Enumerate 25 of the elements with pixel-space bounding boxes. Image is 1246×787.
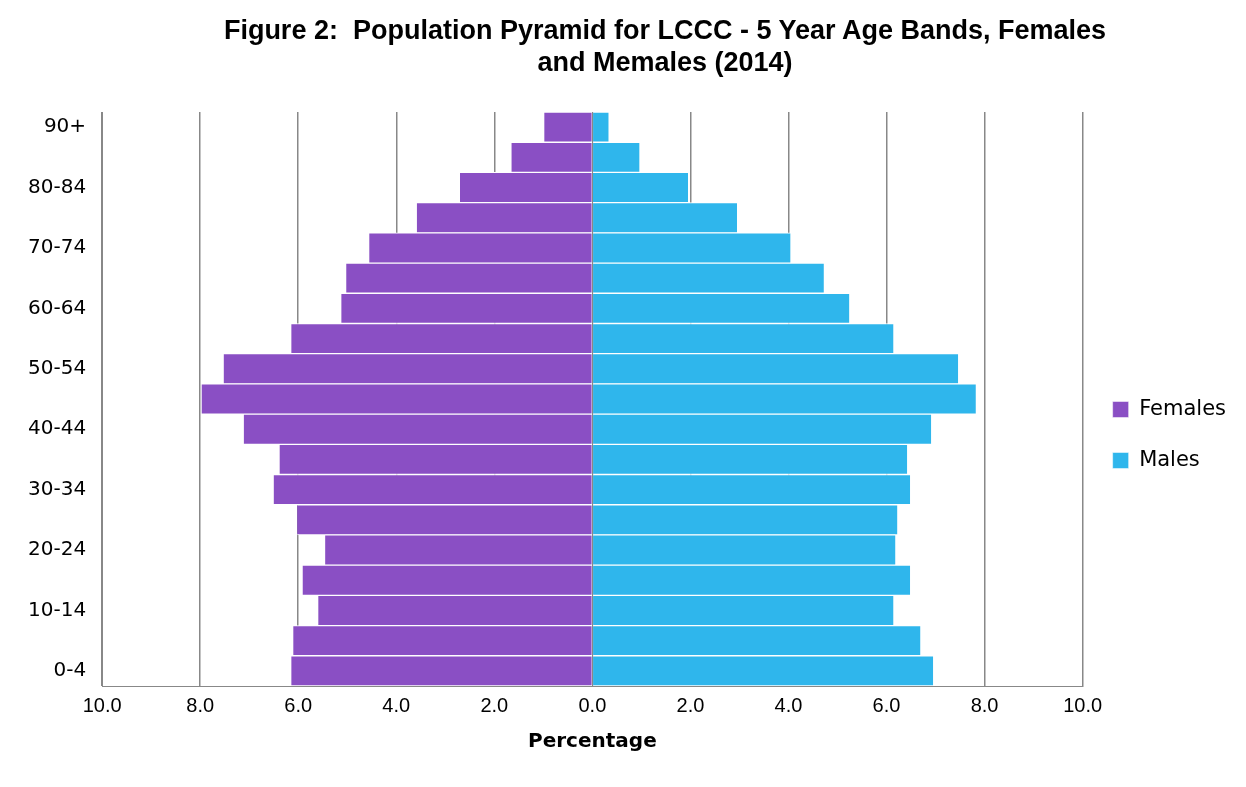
x-tick-label: 8.0 xyxy=(186,693,215,716)
x-tick-label: 6.0 xyxy=(872,693,901,716)
x-tick-label: 10.0 xyxy=(82,693,122,716)
x-tick-label: 8.0 xyxy=(970,693,999,716)
y-tick-label: 90+ xyxy=(43,113,87,138)
x-tick-label: 4.0 xyxy=(774,693,803,716)
x-tick-label: 10.0 xyxy=(1063,693,1103,716)
x-tick-label: 0.0 xyxy=(578,693,607,716)
y-tick-label: 10-14 xyxy=(27,596,87,621)
chart-title: Figure 2: Population Pyramid for LCCC - 5 Year Age Bands, Females and Memales (2014) xyxy=(222,14,1108,78)
y-tick-label: 30-34 xyxy=(27,475,87,500)
x-tick-label: 6.0 xyxy=(284,693,313,716)
y-tick-label: 40-44 xyxy=(27,415,87,440)
legend-label: Females xyxy=(1139,395,1226,420)
x-tick-label: 2.0 xyxy=(676,693,705,716)
legend-label: Males xyxy=(1139,446,1200,471)
x-tick-label: 4.0 xyxy=(382,693,411,716)
x-axis-title: Percentage xyxy=(528,728,657,753)
y-tick-label: 50-54 xyxy=(27,354,87,379)
y-tick-label: 60-64 xyxy=(27,294,87,319)
y-tick-label: 20-24 xyxy=(27,536,87,561)
y-tick-label: 70-74 xyxy=(27,234,87,259)
y-tick-label: 80-84 xyxy=(27,173,87,198)
x-tick-label: 2.0 xyxy=(480,693,509,716)
y-tick-label: 0-4 xyxy=(53,657,87,682)
